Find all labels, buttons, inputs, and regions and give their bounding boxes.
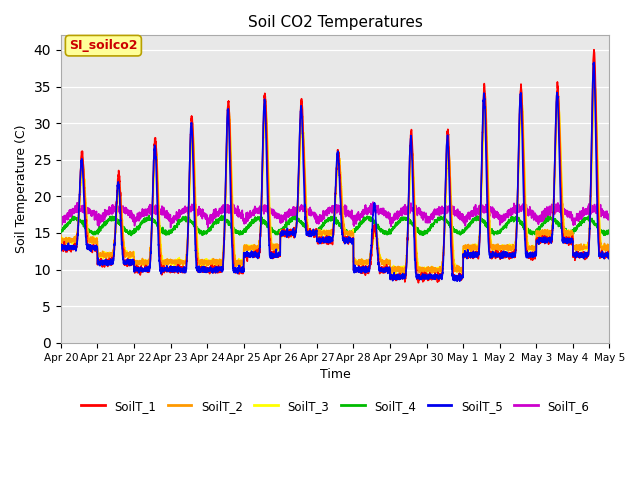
- Line: SoilT_1: SoilT_1: [61, 50, 609, 283]
- SoilT_4: [218, 213, 225, 218]
- SoilT_2: [400, 270, 408, 276]
- SoilT_1: [175, 268, 182, 274]
- SoilT_3: [398, 269, 406, 275]
- SoilT_2: [605, 248, 613, 253]
- Line: SoilT_2: SoilT_2: [61, 77, 609, 273]
- SoilT_5: [453, 278, 461, 284]
- SoilT_1: [554, 79, 561, 85]
- Line: SoilT_4: SoilT_4: [61, 216, 609, 236]
- SoilT_1: [605, 250, 613, 255]
- SoilT_3: [605, 243, 613, 249]
- SoilT_3: [57, 238, 65, 243]
- SoilT_5: [590, 60, 598, 65]
- SoilT_6: [399, 209, 406, 215]
- SoilT_1: [605, 252, 613, 257]
- Line: SoilT_6: SoilT_6: [61, 202, 609, 228]
- SoilT_4: [389, 225, 397, 230]
- SoilT_2: [175, 257, 182, 263]
- SoilT_4: [554, 220, 561, 226]
- SoilT_2: [398, 267, 406, 273]
- SoilT_5: [605, 252, 613, 258]
- SoilT_4: [605, 229, 613, 235]
- SoilT_1: [57, 245, 65, 251]
- SoilT_6: [204, 225, 212, 231]
- SoilT_4: [399, 216, 406, 222]
- SoilT_5: [210, 265, 218, 271]
- SoilT_1: [398, 276, 406, 281]
- SoilT_1: [590, 47, 598, 53]
- SoilT_6: [554, 208, 561, 214]
- Title: Soil CO2 Temperatures: Soil CO2 Temperatures: [248, 15, 422, 30]
- Line: SoilT_5: SoilT_5: [61, 62, 609, 281]
- SoilT_2: [210, 259, 218, 264]
- SoilT_2: [388, 266, 396, 272]
- SoilT_6: [369, 199, 377, 205]
- SoilT_5: [398, 273, 406, 279]
- SoilT_4: [127, 233, 135, 239]
- SoilT_3: [388, 269, 396, 275]
- SoilT_3: [605, 245, 613, 251]
- Y-axis label: Soil Temperature (C): Soil Temperature (C): [15, 125, 28, 253]
- SoilT_2: [591, 74, 598, 80]
- Line: SoilT_3: SoilT_3: [61, 86, 609, 275]
- SoilT_1: [415, 280, 422, 286]
- SoilT_5: [605, 251, 613, 256]
- SoilT_6: [389, 215, 397, 220]
- SoilT_3: [591, 84, 599, 89]
- SoilT_3: [210, 260, 218, 265]
- SoilT_4: [175, 220, 182, 226]
- SoilT_4: [211, 219, 218, 225]
- SoilT_6: [605, 216, 613, 222]
- SoilT_1: [388, 275, 396, 280]
- SoilT_6: [605, 214, 613, 220]
- Legend: SoilT_1, SoilT_2, SoilT_3, SoilT_4, SoilT_5, SoilT_6: SoilT_1, SoilT_2, SoilT_3, SoilT_4, Soil…: [76, 395, 594, 417]
- SoilT_3: [175, 260, 182, 266]
- X-axis label: Time: Time: [320, 368, 351, 381]
- SoilT_6: [175, 216, 182, 221]
- SoilT_2: [605, 245, 613, 251]
- SoilT_6: [57, 222, 65, 228]
- SoilT_1: [210, 266, 218, 272]
- SoilT_2: [554, 92, 561, 98]
- SoilT_3: [554, 105, 561, 111]
- SoilT_5: [554, 96, 561, 101]
- Text: SI_soilco2: SI_soilco2: [69, 39, 138, 52]
- SoilT_6: [211, 214, 218, 219]
- SoilT_5: [175, 268, 182, 274]
- SoilT_2: [57, 232, 65, 238]
- SoilT_3: [436, 272, 444, 277]
- SoilT_4: [605, 228, 613, 234]
- SoilT_4: [57, 229, 65, 235]
- SoilT_5: [388, 273, 396, 278]
- SoilT_5: [57, 247, 65, 252]
